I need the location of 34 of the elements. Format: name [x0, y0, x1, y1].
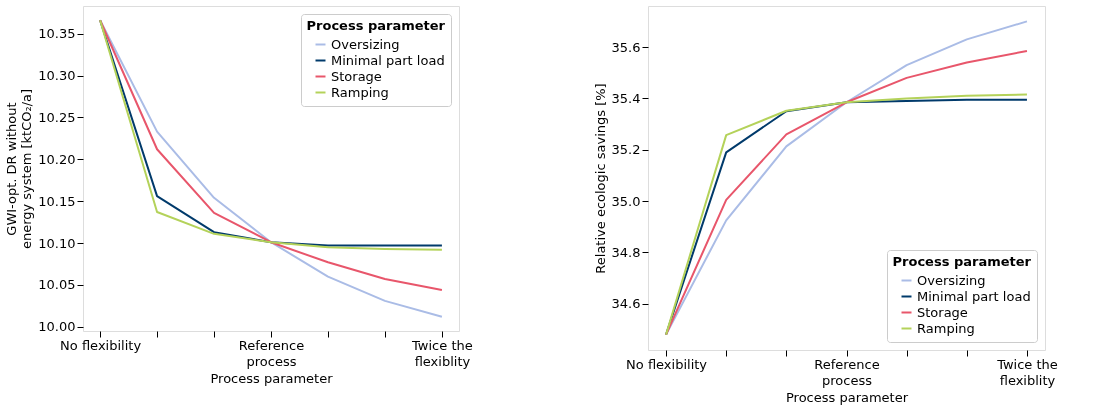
y-tick-label: 35.0 [611, 193, 641, 209]
legend-label: Oversizing [917, 272, 986, 288]
y-tick-label: 34.8 [611, 244, 641, 260]
y-tick-label: 10.00 [38, 319, 76, 335]
x-axis-title: Process parameter [210, 370, 334, 386]
y-tick-label: 10.20 [38, 151, 76, 167]
x-tick-label: Twice the flexiblity [411, 337, 473, 369]
y-tick-label: 10.10 [38, 235, 76, 251]
x-tick-label: No flexibility [60, 337, 142, 353]
x-tick-label: Reference process [238, 337, 305, 369]
legend-title: Process parameter [306, 18, 446, 33]
x-axis-title: Process parameter [785, 389, 909, 405]
y-tick-label: 35.4 [611, 90, 641, 106]
legend-label: Storage [917, 304, 968, 320]
y-tick-label: 10.30 [38, 68, 76, 84]
y-tick-label: 35.6 [611, 39, 641, 55]
legend-title: Process parameter [892, 254, 1032, 269]
y-tick-label: 10.15 [38, 193, 76, 209]
x-tick-label: Twice the flexiblity [996, 356, 1058, 388]
y-tick-label: 10.35 [38, 26, 76, 42]
legend-label: Storage [331, 68, 382, 84]
legend-label: Oversizing [331, 36, 400, 52]
y-tick-label: 34.6 [611, 296, 641, 312]
x-tick-label: Reference process [814, 356, 880, 388]
legend-label: Minimal part load [331, 52, 445, 68]
legend-label: Ramping [917, 320, 975, 336]
legend-label: Ramping [331, 84, 389, 100]
x-tick-label: No flexibility [626, 356, 708, 372]
legend-label: Minimal part load [917, 288, 1031, 304]
y-axis-title: Relative ecologic savings [%] [592, 83, 608, 274]
y-tick-label: 35.2 [611, 142, 641, 158]
y-axis-title: GWI-opt. DR without energy system [ktCO₂/a] [4, 88, 35, 250]
y-tick-label: 10.25 [38, 109, 76, 125]
y-tick-label: 10.05 [38, 277, 76, 293]
